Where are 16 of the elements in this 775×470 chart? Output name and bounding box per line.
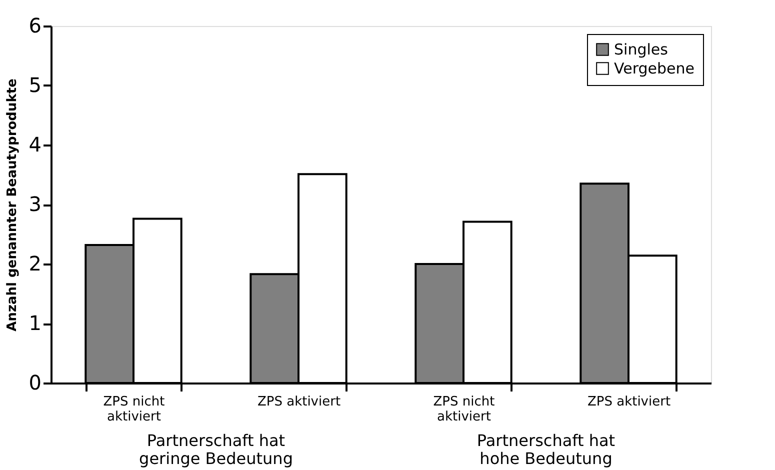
y-tick-label: 6 [28, 14, 42, 38]
y-tick-label: 0 [28, 370, 42, 394]
legend-label: Singles [614, 40, 668, 58]
text: Partnerschaft hat geringe Bedeutung [139, 431, 293, 468]
y-tick-label: 3 [28, 192, 42, 216]
y-tick-label: 1 [28, 311, 42, 335]
text: Partnerschaft hat hohe Bedeutung [476, 431, 616, 468]
x-tick-label: ZPS aktiviert [587, 394, 671, 410]
y-tick-label: 4 [28, 132, 42, 156]
y-tick-label: 5 [28, 73, 42, 97]
x-tick-label: ZPS nicht aktiviert [103, 394, 165, 424]
y-axis-title: Anzahl genannter Beautyprodukte [4, 78, 20, 332]
x-tick-label: ZPS aktiviert [257, 394, 341, 410]
legend-label: Vergebene [614, 60, 694, 78]
y-tick-label: 2 [28, 252, 42, 276]
x-tick-label: ZPS nicht aktiviert [433, 394, 495, 424]
